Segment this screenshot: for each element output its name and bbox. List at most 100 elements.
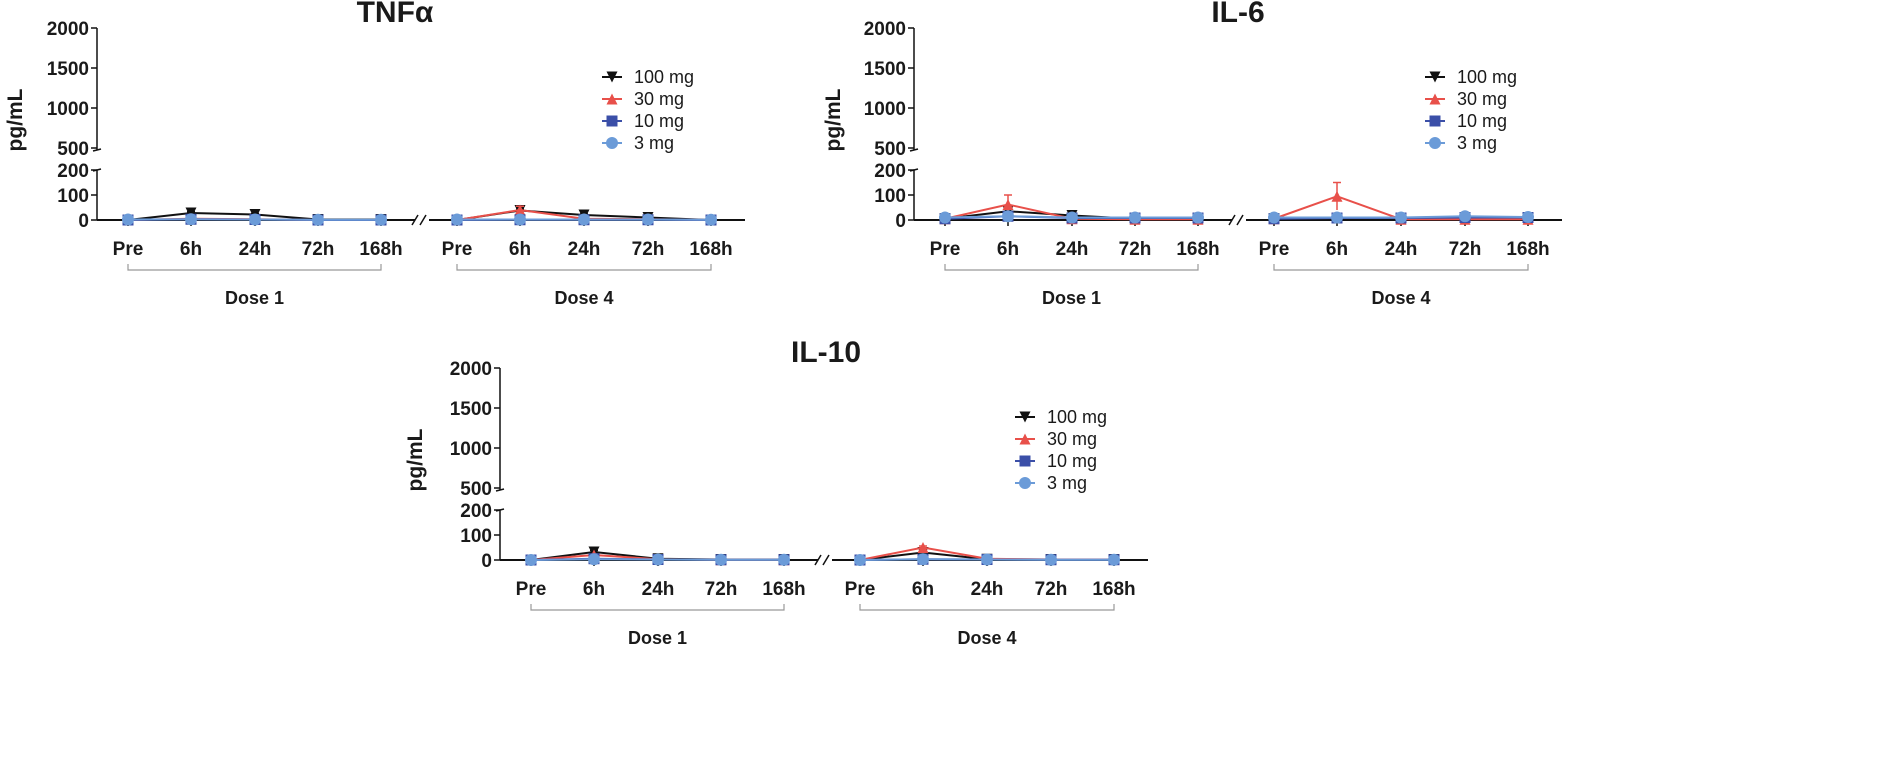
x-tick-label: 72h (632, 239, 665, 260)
x-tick-label: 24h (568, 239, 601, 260)
legend-label: 3 mg (1457, 133, 1497, 153)
data-point (578, 214, 590, 226)
x-tick-label: 72h (1449, 239, 1482, 260)
y-axis-break-mark (496, 489, 504, 491)
data-point (312, 214, 324, 226)
legend-label: 30 mg (634, 89, 684, 109)
data-point (1332, 191, 1343, 202)
data-point (1268, 212, 1280, 224)
x-tick-label: 6h (912, 579, 934, 600)
y-axis-break-mark (93, 149, 101, 151)
x-axis-break-mark (420, 215, 426, 225)
dose-bracket (945, 264, 1198, 270)
data-point (1459, 210, 1471, 222)
y-tick-label: 1500 (450, 399, 492, 420)
x-tick-label: 168h (1092, 579, 1135, 600)
y-axis-label: pg/mL (404, 428, 427, 491)
legend-item: 100 mg (602, 67, 694, 87)
y-tick-label: 2000 (450, 359, 492, 380)
data-point (1331, 212, 1343, 224)
legend-label: 3 mg (634, 133, 674, 153)
data-point (1129, 212, 1141, 224)
x-tick-label: 24h (1385, 239, 1418, 260)
legend-label: 10 mg (634, 111, 684, 131)
legend-item: 100 mg (1015, 407, 1107, 427)
data-point (642, 214, 654, 226)
data-point (1108, 554, 1120, 566)
legend-label: 30 mg (1457, 89, 1507, 109)
dose-group-label: Dose 4 (554, 288, 613, 308)
legend-label: 100 mg (1457, 67, 1517, 87)
legend-item: 30 mg (1015, 429, 1097, 449)
x-axis-break-mark (1237, 215, 1243, 225)
data-point (705, 214, 717, 226)
dose-bracket (531, 604, 784, 610)
data-point (1066, 212, 1078, 224)
legend-label: 3 mg (1047, 473, 1087, 493)
dose-group-label: Dose 1 (628, 628, 687, 648)
y-axis-label: pg/mL (822, 88, 845, 151)
y-tick-label: 2000 (47, 19, 89, 40)
chart-title: IL-10 (791, 336, 861, 369)
data-point (652, 554, 664, 566)
x-tick-label: Pre (516, 579, 547, 600)
y-tick-label: 500 (874, 139, 906, 160)
dose-bracket (860, 604, 1114, 610)
data-point (917, 553, 929, 565)
x-tick-label: 168h (1176, 239, 1219, 260)
series-100-mg (123, 205, 717, 226)
legend-label: 10 mg (1047, 451, 1097, 471)
data-point (185, 213, 197, 225)
x-tick-label: 6h (583, 579, 605, 600)
dose-bracket (457, 264, 711, 270)
x-axis-break-mark (823, 555, 829, 565)
x-tick-label: 24h (642, 579, 675, 600)
data-point (525, 554, 537, 566)
data-point (249, 214, 261, 226)
x-tick-label: 24h (239, 239, 272, 260)
legend-label: 10 mg (1457, 111, 1507, 131)
x-tick-label: Pre (442, 239, 473, 260)
x-tick-label: 24h (1056, 239, 1089, 260)
legend-marker (607, 116, 618, 127)
legend-item: 10 mg (602, 111, 684, 131)
x-tick-label: 168h (1506, 239, 1549, 260)
legend-item: 3 mg (1015, 473, 1087, 493)
y-tick-label: 100 (874, 186, 906, 207)
y-tick-label: 500 (460, 479, 492, 500)
legend-item: 10 mg (1425, 111, 1507, 131)
y-tick-label: 200 (460, 501, 492, 522)
x-tick-label: 24h (971, 579, 1004, 600)
legend-item: 30 mg (1425, 89, 1507, 109)
legend-marker (606, 137, 618, 149)
data-point (1002, 210, 1014, 222)
y-tick-label: 0 (78, 211, 89, 232)
data-point (122, 214, 134, 226)
chart-title: TNFα (357, 0, 434, 29)
data-point (588, 553, 600, 565)
chart-title: IL-6 (1211, 0, 1264, 29)
legend-label: 100 mg (634, 67, 694, 87)
legend-marker (1020, 456, 1031, 467)
x-tick-label: Pre (930, 239, 961, 260)
y-tick-label: 100 (57, 186, 89, 207)
x-tick-label: Pre (845, 579, 876, 600)
data-point (1395, 212, 1407, 224)
legend-marker (1429, 137, 1441, 149)
legend-marker (1430, 116, 1441, 127)
legend-item: 10 mg (1015, 451, 1097, 471)
y-tick-label: 0 (481, 551, 492, 572)
y-tick-label: 100 (460, 526, 492, 547)
y-tick-label: 500 (57, 139, 89, 160)
x-tick-label: 72h (1119, 239, 1152, 260)
x-tick-label: Pre (1259, 239, 1290, 260)
dose-group-label: Dose 1 (225, 288, 284, 308)
data-point (981, 554, 993, 566)
x-tick-label: 6h (509, 239, 531, 260)
legend-item: 3 mg (602, 133, 674, 153)
y-tick-label: 0 (895, 211, 906, 232)
y-tick-label: 200 (57, 161, 89, 182)
